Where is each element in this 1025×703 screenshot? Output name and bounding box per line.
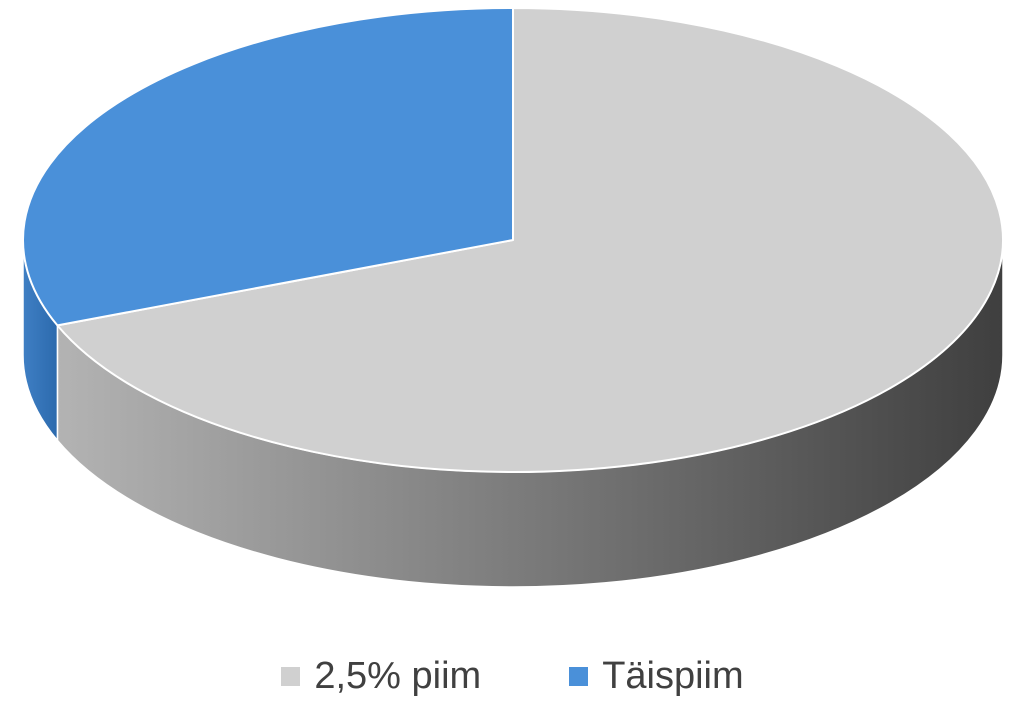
pie-slice-2-5-piim — [56, 7, 1004, 473]
legend-swatch-taispiim — [569, 666, 589, 686]
legend-swatch-2-5-piim — [281, 666, 301, 686]
legend: 2,5% piim Täispiim — [0, 652, 1025, 700]
legend-item-2-5-piim: 2,5% piim — [281, 655, 481, 698]
legend-label-2-5-piim: 2,5% piim — [314, 654, 482, 697]
pie-slice-täispiim — [22, 7, 514, 327]
legend-item-taispiim: Täispiim — [569, 654, 744, 698]
legend-label-taispiim: Täispiim — [602, 654, 744, 697]
pie-tops — [22, 7, 1004, 473]
